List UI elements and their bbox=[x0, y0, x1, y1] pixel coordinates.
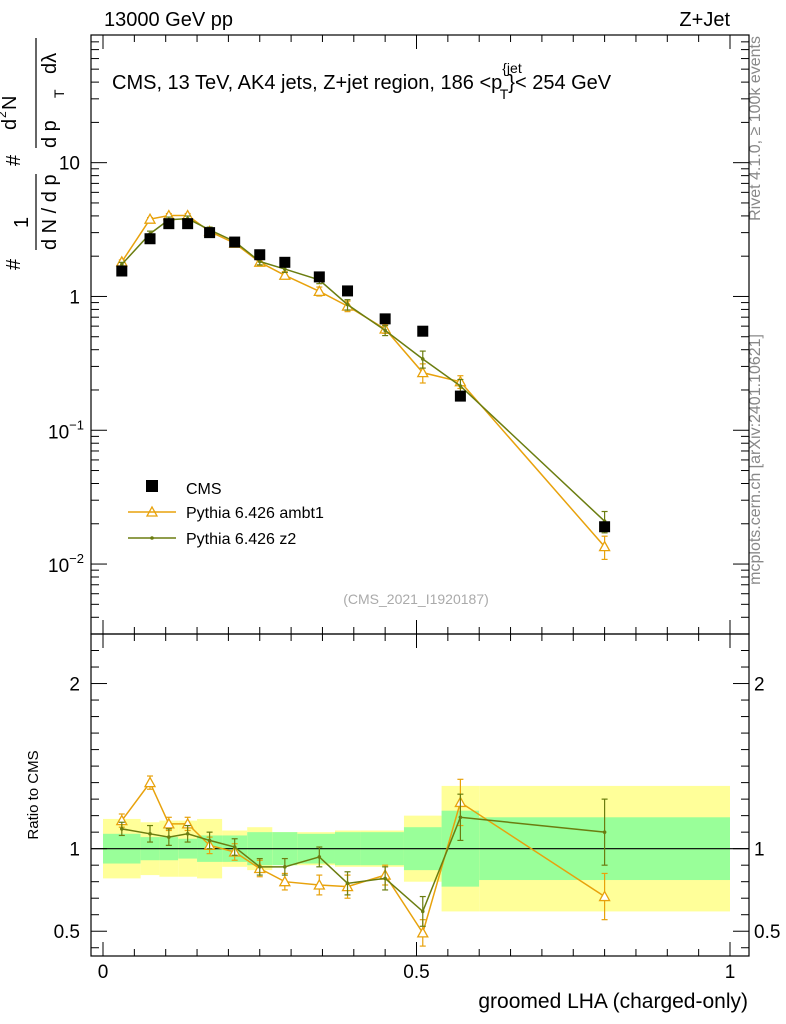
data-point bbox=[120, 262, 124, 267]
ratio-point bbox=[383, 876, 387, 881]
y-tick-label: 10−1 bbox=[48, 417, 84, 443]
ratio-point bbox=[278, 875, 291, 887]
ratio-point bbox=[207, 838, 212, 843]
ratio-point bbox=[143, 776, 157, 788]
cms-data-point bbox=[313, 271, 325, 283]
svg-text:1: 1 bbox=[11, 217, 33, 228]
svg-text:2: 2 bbox=[0, 111, 9, 118]
data-point bbox=[313, 285, 326, 296]
analysis-id: (CMS_2021_I1920187) bbox=[343, 591, 489, 607]
ratio-y-tick-label: 2 bbox=[69, 675, 80, 696]
x-axis-label: groomed LHA (charged-only) bbox=[478, 990, 748, 1013]
ratio-line-1 bbox=[121, 816, 605, 913]
ratio-point bbox=[345, 881, 350, 886]
legend-cms-label: CMS bbox=[186, 481, 222, 498]
svg-text:#: # bbox=[3, 154, 25, 166]
cms-data-point bbox=[417, 325, 429, 337]
legend-z2-label: Pythia 6.426 z2 bbox=[186, 531, 296, 548]
x-tick-label: 1 bbox=[725, 962, 736, 983]
y-tick-label: 1 bbox=[69, 287, 80, 308]
ratio-point bbox=[257, 865, 262, 869]
legend-ambt1-label: Pythia 6.426 ambt1 bbox=[186, 505, 324, 522]
cms-data-point bbox=[342, 285, 354, 297]
cms-data-point bbox=[279, 256, 291, 268]
cms-data-point bbox=[254, 249, 266, 261]
y-tick-label: 10 bbox=[59, 154, 80, 175]
svg-text:N: N bbox=[0, 96, 21, 110]
ratio-point bbox=[420, 909, 425, 914]
data-point bbox=[598, 540, 611, 552]
legend-ambt1-marker bbox=[145, 505, 159, 517]
data-point bbox=[458, 384, 463, 388]
main-data bbox=[115, 209, 611, 561]
data-point bbox=[257, 259, 262, 264]
legend-cms-marker bbox=[146, 480, 158, 492]
svg-text:d N / d p: d N / d p bbox=[39, 174, 61, 250]
ratio-point bbox=[458, 815, 463, 820]
ratio-point bbox=[598, 890, 611, 902]
svg-text:d: d bbox=[0, 119, 21, 130]
cms-data-point bbox=[229, 236, 241, 248]
main-y-label: # 1 d N / d p T # d 2 N d p T dλ bbox=[0, 38, 67, 270]
cms-data-point bbox=[116, 265, 128, 277]
ratio-y-tick-label: 1 bbox=[69, 840, 80, 861]
legend: CMS Pythia 6.426 ambt1 Pythia 6.426 z2 bbox=[128, 480, 324, 548]
ratio-y-tick-label-right: 0.5 bbox=[754, 922, 780, 943]
cms-data-point bbox=[599, 521, 611, 533]
cms-data-point bbox=[144, 233, 156, 245]
cms-data-point bbox=[204, 227, 216, 239]
ratio-y-label: Ratio to CMS bbox=[25, 750, 42, 839]
ratio-point bbox=[602, 830, 607, 834]
ratio-panel: 2 2 1 1 0.5 0.5 bbox=[54, 633, 780, 957]
svg-text:d p: d p bbox=[39, 120, 61, 148]
ratio-point bbox=[167, 835, 171, 839]
cms-data-point bbox=[454, 390, 466, 402]
ratio-point bbox=[313, 878, 326, 890]
svg-text:T: T bbox=[51, 89, 67, 98]
svg-text:dλ: dλ bbox=[39, 53, 61, 74]
ratio-axis-ticks: 2 2 1 1 0.5 0.5 bbox=[54, 634, 780, 956]
data-point bbox=[345, 302, 350, 307]
series-line-1 bbox=[121, 217, 606, 522]
mcplots-label: mcplots.cern.ch [arXiv:2401.10621] bbox=[747, 334, 764, 585]
ratio-point bbox=[317, 855, 322, 859]
cms-data-point bbox=[182, 218, 194, 230]
ratio-point bbox=[232, 845, 237, 849]
ratio-point bbox=[162, 817, 175, 829]
data-point bbox=[383, 328, 387, 333]
ratio-y-tick-label: 0.5 bbox=[54, 922, 80, 943]
ratio-point bbox=[148, 832, 152, 836]
chart-title: CMS, 13 TeV, AK4 jets, Z+jet region, 186… bbox=[112, 60, 612, 102]
ratio-point bbox=[416, 926, 429, 938]
data-point bbox=[416, 366, 429, 378]
x-tick-labels: 0 0.5 1 bbox=[98, 962, 736, 983]
ratio-frame bbox=[90, 633, 750, 957]
main-axis-ticks: 10 1 10−1 10−2 bbox=[48, 34, 749, 635]
cms-data-point bbox=[379, 313, 391, 325]
header-right: Z+Jet bbox=[679, 9, 730, 31]
main-panel: 10 1 10−1 10−2 bbox=[48, 34, 750, 635]
header-left: 13000 GeV pp bbox=[104, 9, 233, 31]
ratio-point bbox=[120, 827, 124, 831]
data-point bbox=[278, 268, 291, 280]
svg-text:#: # bbox=[3, 258, 25, 270]
x-tick-label: 0 bbox=[98, 962, 109, 983]
rivet-label: Rivet 4.1.0, ≥ 100k events bbox=[747, 36, 764, 221]
y-tick-label: 10−2 bbox=[48, 551, 84, 577]
svg-text:T: T bbox=[0, 157, 3, 166]
ratio-y-tick-label-right: 1 bbox=[754, 840, 765, 861]
data-point bbox=[283, 267, 287, 271]
ratio-point bbox=[185, 832, 190, 836]
cms-data-point bbox=[163, 218, 175, 230]
data-point bbox=[143, 212, 157, 224]
legend-z2-marker bbox=[150, 536, 154, 540]
ratio-y-tick-label-right: 2 bbox=[754, 675, 765, 696]
x-tick-label: 0.5 bbox=[403, 962, 429, 983]
ratio-data bbox=[91, 775, 749, 947]
ratio-point bbox=[283, 865, 287, 869]
data-point bbox=[420, 357, 425, 361]
